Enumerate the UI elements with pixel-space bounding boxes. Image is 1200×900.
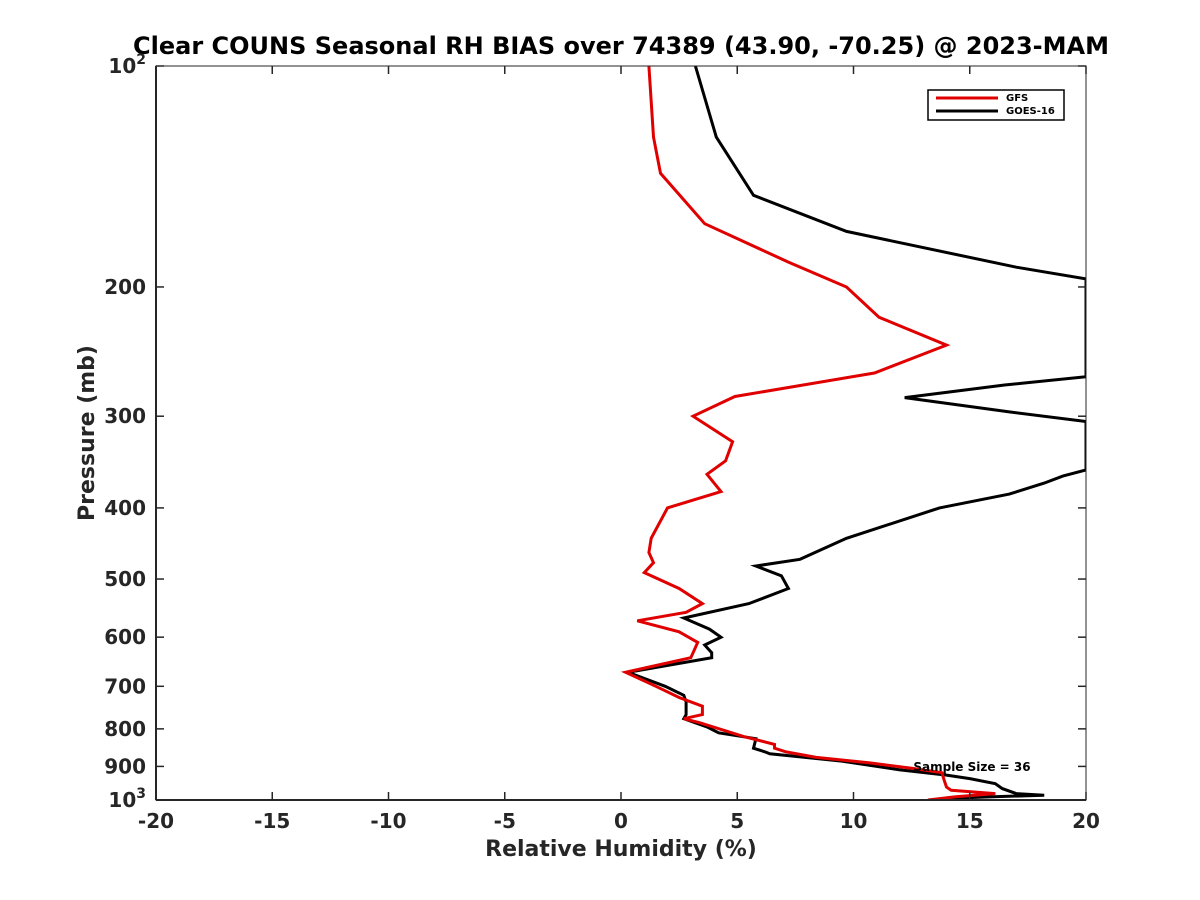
series-line-goes16	[622, 66, 1086, 800]
x-axis-ticks: -20 -15 -10 -5 0 5 10 15 20	[138, 66, 1100, 833]
y-tick-label: 700	[104, 674, 146, 698]
x-tick-label: 20	[1072, 809, 1100, 833]
legend-label-gfs: GFS	[1006, 93, 1028, 104]
series-line-gfs	[620, 66, 996, 800]
y-tick-label: 600	[104, 625, 146, 649]
x-tick-label: 10	[840, 809, 868, 833]
y-tick-label: 400	[104, 496, 146, 520]
legend: GFS GOES-16	[927, 89, 1065, 121]
y-tick-label: 103	[108, 786, 146, 812]
y-tick-label: 300	[104, 404, 146, 428]
y-axis-label: Pressure (mb)	[75, 345, 100, 521]
y-tick-label: 800	[104, 717, 146, 741]
y-axis-ticks: 102 200 300 400 500 600 700 800 900 103	[104, 52, 1086, 812]
x-axis-label: Relative Humidity (%)	[485, 837, 757, 862]
x-tick-label: -5	[494, 809, 516, 833]
y-tick-label: 900	[104, 754, 146, 778]
x-tick-label: -20	[138, 809, 174, 833]
x-tick-label: 5	[730, 809, 744, 833]
y-tick-label: 500	[104, 567, 146, 591]
y-tick-label: 102	[108, 52, 146, 78]
chart-title: Clear COUNS Seasonal RH BIAS over 74389 …	[133, 32, 1109, 60]
x-tick-label: 0	[614, 809, 628, 833]
y-tick-label: 200	[104, 275, 146, 299]
x-tick-label: -15	[254, 809, 290, 833]
x-tick-label: 15	[956, 809, 984, 833]
series-layer	[620, 66, 1086, 800]
x-tick-label: -10	[370, 809, 406, 833]
legend-box	[927, 89, 1065, 121]
plot-frame	[155, 65, 1087, 801]
sample-size-annotation: Sample Size = 36	[913, 760, 1030, 774]
plot-area	[155, 65, 1087, 801]
legend-label-goes16: GOES-16	[1006, 106, 1055, 117]
